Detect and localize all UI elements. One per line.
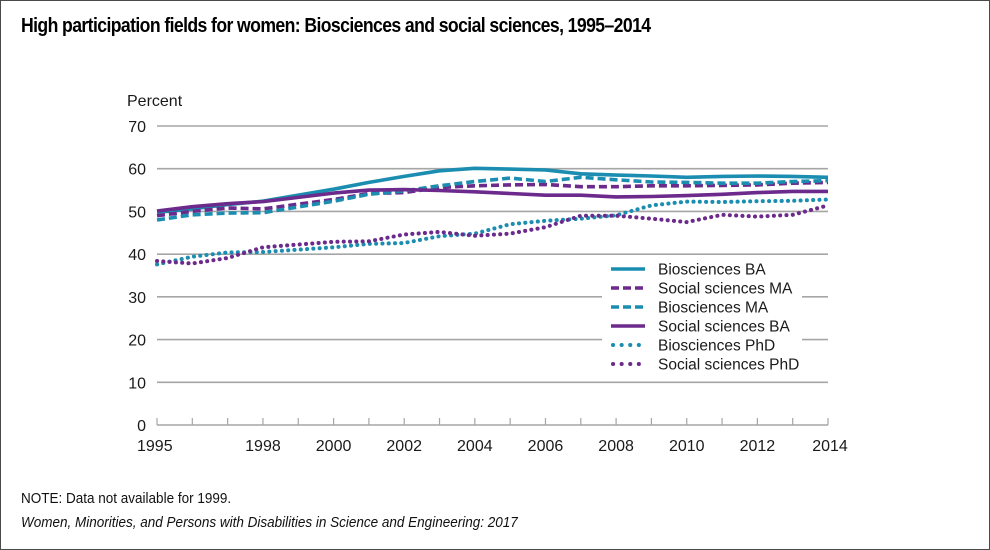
series-line-social-sciences-ba xyxy=(156,187,828,213)
y-axis-tick-labels: 0 10 20 30 40 50 60 70 xyxy=(128,119,146,435)
x-axis xyxy=(156,418,829,426)
series-line-social-sciences-phd xyxy=(155,203,830,266)
y-tick-label: 40 xyxy=(128,247,146,264)
x-tick-label: 2014 xyxy=(812,438,848,455)
x-tick-label: 2008 xyxy=(598,438,634,455)
series-line-biosciences-phd xyxy=(155,197,830,267)
x-tick-label: 2004 xyxy=(457,438,493,455)
x-tick-label: 2002 xyxy=(386,438,422,455)
legend-background xyxy=(602,256,802,376)
y-tick-label: 50 xyxy=(128,204,146,221)
series-line-biosciences-ma xyxy=(156,175,829,222)
x-tick-label: 2006 xyxy=(528,438,564,455)
y-tick-label: 60 xyxy=(128,162,146,179)
y-tick-label: 10 xyxy=(128,375,146,392)
x-tick-label: 1995 xyxy=(137,438,173,455)
y-tick-label: 30 xyxy=(128,290,146,307)
series-lines xyxy=(155,166,830,267)
note-text: NOTE: Data not available for 1999. xyxy=(21,490,232,507)
legend-label: Biosciences PhD xyxy=(658,338,775,355)
series-line-biosciences-ba xyxy=(156,166,829,215)
x-tick-label: 1998 xyxy=(245,438,281,455)
y-tick-label: 70 xyxy=(128,119,146,136)
legend: Biosciences BA Social sciences MA Bioscien… xyxy=(602,256,802,376)
y-axis-label: Percent xyxy=(127,93,183,110)
series-line-social-sciences-ma xyxy=(156,180,829,218)
x-tick-label: 2010 xyxy=(669,438,705,455)
source-text: Women, Minorities, and Persons with Disa… xyxy=(21,514,518,531)
y-tick-label: 0 xyxy=(137,418,146,435)
y-tick-label: 20 xyxy=(128,333,146,350)
legend-label: Social sciences BA xyxy=(658,319,790,336)
x-tick-label: 2000 xyxy=(316,438,352,455)
legend-label: Biosciences MA xyxy=(658,300,769,317)
legend-label: Biosciences BA xyxy=(658,262,766,279)
legend-label: Social sciences MA xyxy=(658,281,793,298)
chart-title: High participation fields for women: Bio… xyxy=(21,14,651,37)
x-tick-label: 2012 xyxy=(740,438,776,455)
legend-label: Social sciences PhD xyxy=(658,357,799,374)
x-axis-tick-labels: 1995 1998 2000 2002 2004 2006 2008 2010 2012 2014 xyxy=(137,438,848,455)
